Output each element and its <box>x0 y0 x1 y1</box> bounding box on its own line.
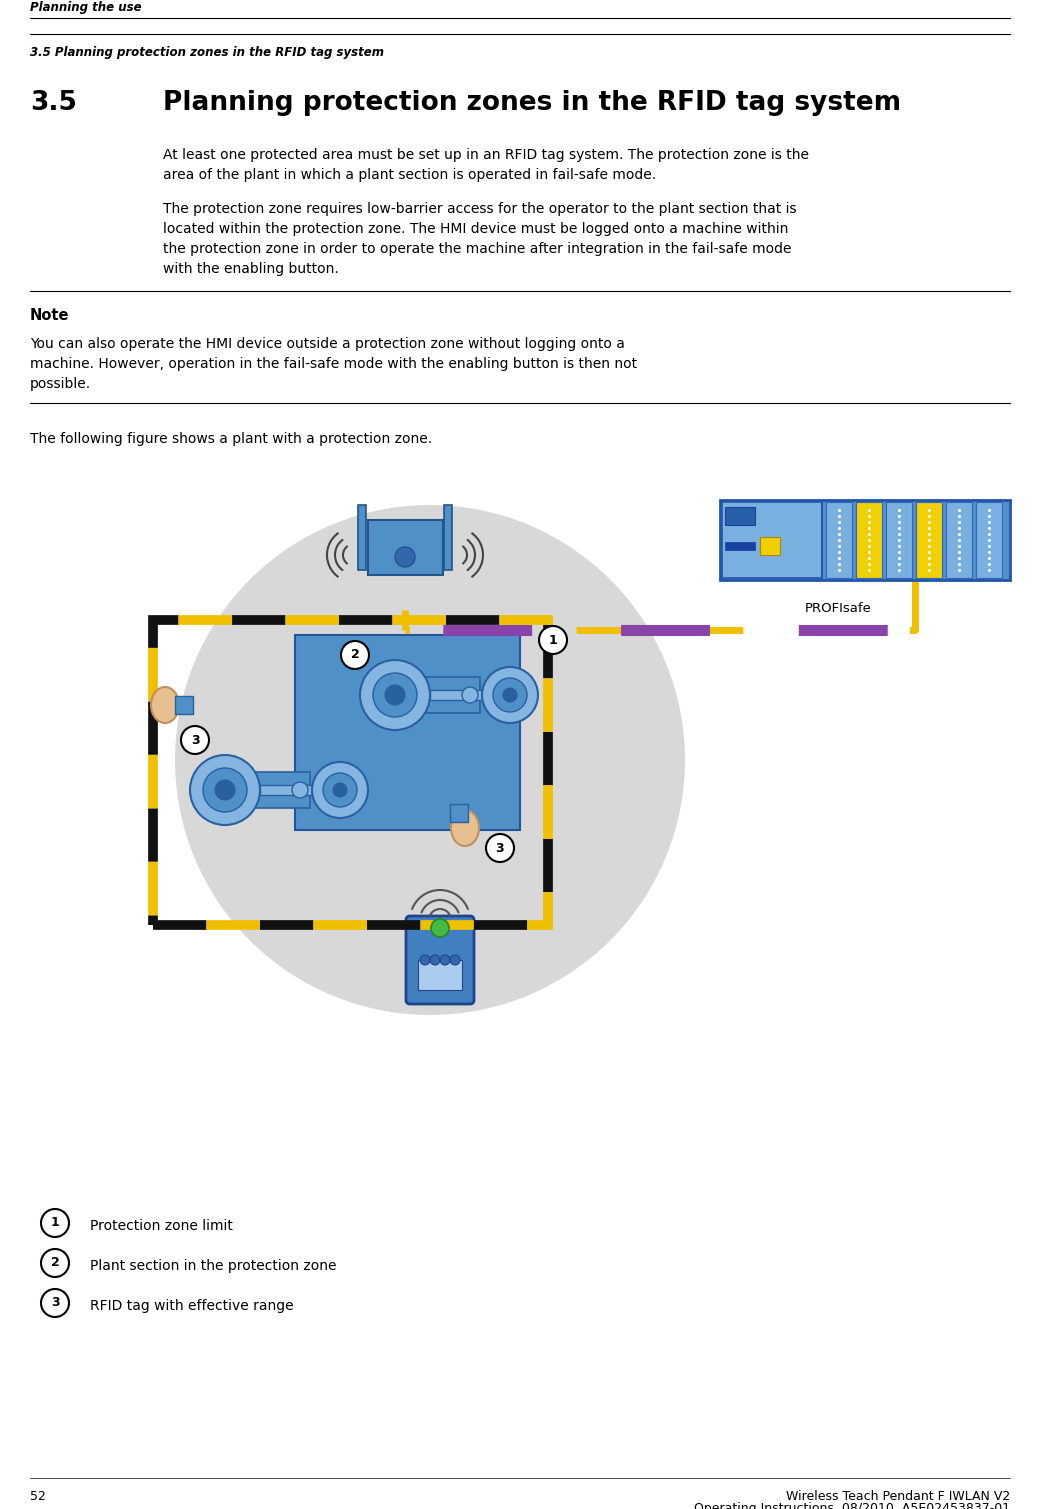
Text: located within the protection zone. The HMI device must be logged onto a machine: located within the protection zone. The … <box>163 222 788 235</box>
Bar <box>153 620 548 925</box>
Text: 2: 2 <box>350 649 360 661</box>
Bar <box>368 521 443 575</box>
Circle shape <box>539 626 567 653</box>
Circle shape <box>312 762 368 818</box>
Circle shape <box>41 1209 69 1237</box>
Text: 3: 3 <box>51 1296 59 1310</box>
Circle shape <box>41 1249 69 1277</box>
Text: machine. However, operation in the fail-safe mode with the enabling button is th: machine. However, operation in the fail-… <box>30 358 638 371</box>
Circle shape <box>190 754 260 825</box>
Text: RFID tag with effective range: RFID tag with effective range <box>90 1299 293 1313</box>
Ellipse shape <box>451 810 479 847</box>
Circle shape <box>420 955 430 964</box>
Circle shape <box>181 726 209 754</box>
Bar <box>976 502 1002 578</box>
Text: 3: 3 <box>190 733 200 747</box>
Text: Planning the use: Planning the use <box>30 2 141 14</box>
Bar <box>760 537 780 555</box>
Text: PROFIsafe: PROFIsafe <box>805 602 872 616</box>
Circle shape <box>341 641 369 668</box>
Bar <box>430 690 510 700</box>
Bar <box>420 678 480 712</box>
Bar <box>418 960 462 990</box>
Text: 3.5 Planning protection zones in the RFID tag system: 3.5 Planning protection zones in the RFI… <box>30 45 384 59</box>
Circle shape <box>41 1289 69 1317</box>
Text: 2: 2 <box>51 1257 59 1269</box>
Bar <box>260 785 340 795</box>
Bar <box>444 506 452 570</box>
Bar <box>916 502 942 578</box>
Text: Wireless Teach Pendant F IWLAN V2: Wireless Teach Pendant F IWLAN V2 <box>786 1489 1010 1503</box>
Circle shape <box>450 955 460 964</box>
Circle shape <box>486 834 514 862</box>
Circle shape <box>440 955 450 964</box>
Text: The protection zone requires low-barrier access for the operator to the plant se: The protection zone requires low-barrier… <box>163 202 797 216</box>
Text: area of the plant in which a plant section is operated in fail-safe mode.: area of the plant in which a plant secti… <box>163 167 656 183</box>
Circle shape <box>462 687 478 703</box>
Ellipse shape <box>151 687 179 723</box>
Bar <box>175 696 193 714</box>
Text: 1: 1 <box>549 634 557 646</box>
Text: The following figure shows a plant with a protection zone.: The following figure shows a plant with … <box>30 432 433 447</box>
Text: Plant section in the protection zone: Plant section in the protection zone <box>90 1259 337 1274</box>
Bar <box>250 773 310 807</box>
Circle shape <box>373 673 417 717</box>
Bar <box>826 502 852 578</box>
Text: possible.: possible. <box>30 377 92 391</box>
Text: Note: Note <box>30 308 70 323</box>
Bar <box>153 620 548 925</box>
Bar <box>725 507 755 525</box>
Circle shape <box>292 782 308 798</box>
Circle shape <box>203 768 248 812</box>
Text: At least one protected area must be set up in an RFID tag system. The protection: At least one protected area must be set … <box>163 148 809 161</box>
Bar <box>720 499 1010 579</box>
Circle shape <box>175 506 685 1016</box>
Text: 52: 52 <box>30 1489 46 1503</box>
Bar <box>856 502 882 578</box>
Bar <box>946 502 972 578</box>
Circle shape <box>215 780 235 800</box>
Circle shape <box>493 678 527 712</box>
Circle shape <box>395 546 415 567</box>
Bar <box>450 804 468 822</box>
Circle shape <box>333 783 347 797</box>
Bar <box>886 502 912 578</box>
Text: Operating Instructions, 08/2010, A5E02453837-01: Operating Instructions, 08/2010, A5E0245… <box>694 1501 1010 1509</box>
Text: Planning protection zones in the RFID tag system: Planning protection zones in the RFID ta… <box>163 91 901 116</box>
Text: 3: 3 <box>496 842 504 854</box>
Text: You can also operate the HMI device outside a protection zone without logging on: You can also operate the HMI device outs… <box>30 337 625 352</box>
Bar <box>295 635 520 830</box>
Text: 1: 1 <box>51 1216 59 1230</box>
Bar <box>722 502 822 578</box>
Bar <box>358 506 366 570</box>
Circle shape <box>482 667 538 723</box>
Text: 3.5: 3.5 <box>30 91 77 116</box>
Bar <box>725 542 755 549</box>
Circle shape <box>360 659 430 730</box>
Circle shape <box>323 773 357 807</box>
FancyBboxPatch shape <box>406 916 474 1003</box>
Text: Protection zone limit: Protection zone limit <box>90 1219 233 1233</box>
Circle shape <box>385 685 405 705</box>
Circle shape <box>431 919 449 937</box>
Circle shape <box>503 688 517 702</box>
Text: with the enabling button.: with the enabling button. <box>163 263 339 276</box>
Circle shape <box>430 955 440 964</box>
Text: the protection zone in order to operate the machine after integration in the fai: the protection zone in order to operate … <box>163 241 791 257</box>
